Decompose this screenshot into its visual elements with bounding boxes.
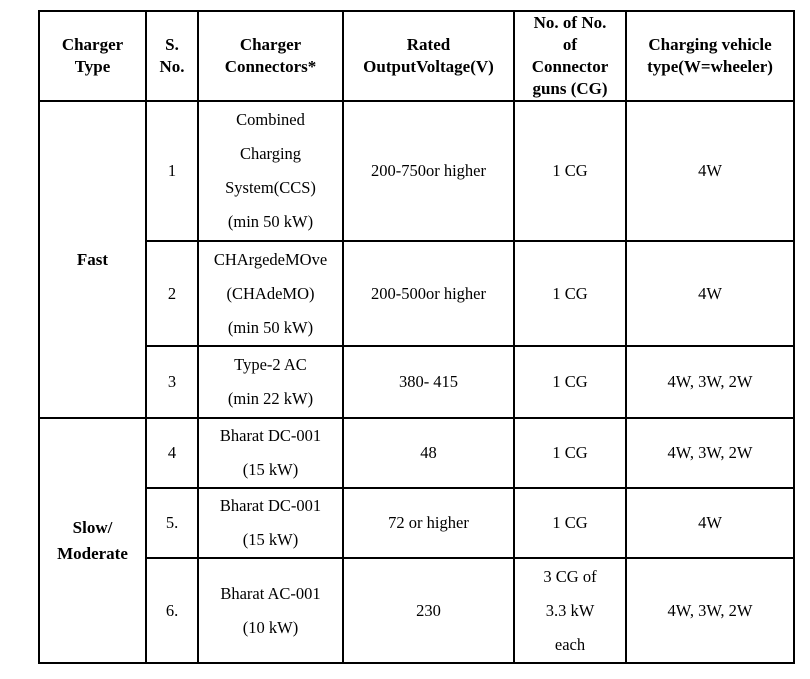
cell-connector-2: CHArgedeMOve (CHAdeMO) (min 50 kW) (197, 240, 344, 348)
table-row-2: 2 CHArgedeMOve (CHAdeMO) (min 50 kW) 200… (39, 240, 795, 348)
group-cell-fast: Fast (38, 100, 147, 420)
header-charger-connectors: Charger Connectors* (197, 9, 344, 103)
cell-guns-4: 1 CG (513, 417, 627, 490)
cell-vehicle-4: 4W, 3W, 2W (625, 417, 795, 490)
cell-guns-2: 1 CG (513, 240, 627, 348)
header-rated-output-voltage: Rated OutputVoltage(V) (342, 9, 515, 103)
cell-guns-6: 3 CG of 3.3 kW each (513, 557, 627, 665)
cell-vehicle-5: 4W (625, 487, 795, 560)
header-s-no: S. No. (145, 9, 199, 103)
cell-connector-3: Type-2 AC (min 22 kW) (197, 345, 344, 420)
header-connector-guns: No. of No. of Connector guns (CG) (513, 9, 627, 103)
cell-vehicle-1: 4W (625, 100, 795, 243)
cell-sno-6: 6. (145, 557, 199, 665)
header-charging-vehicle-type: Charging vehicle type(W=wheeler) (625, 9, 795, 103)
cell-voltage-3: 380- 415 (342, 345, 515, 420)
cell-guns-3: 1 CG (513, 345, 627, 420)
cell-connector-5: Bharat DC-001 (15 kW) (197, 487, 344, 560)
cell-vehicle-3: 4W, 3W, 2W (625, 345, 795, 420)
charger-specs-table: Charger Type S. No. Charger Connectors* … (38, 9, 795, 665)
cell-sno-1: 1 (145, 100, 199, 243)
header-charger-type: Charger Type (38, 9, 147, 103)
cell-voltage-2: 200-500or higher (342, 240, 515, 348)
cell-voltage-6: 230 (342, 557, 515, 665)
cell-connector-4: Bharat DC-001 (15 kW) (197, 417, 344, 490)
cell-connector-6: Bharat AC-001 (10 kW) (197, 557, 344, 665)
table-row-5: 5. Bharat DC-001 (15 kW) 72 or higher 1 … (39, 487, 795, 560)
group-cell-slow-moderate: Slow/ Moderate (38, 417, 147, 665)
cell-voltage-1: 200-750or higher (342, 100, 515, 243)
cell-guns-1: 1 CG (513, 100, 627, 243)
table-row-1: Fast 1 Combined Charging System(CCS) (mi… (38, 100, 795, 420)
cell-vehicle-2: 4W (625, 240, 795, 348)
cell-sno-3: 3 (145, 345, 199, 420)
cell-vehicle-6: 4W, 3W, 2W (625, 557, 795, 665)
table-row-6: 6. Bharat AC-001 (10 kW) 230 3 CG of 3.3… (39, 557, 795, 665)
cell-sno-2: 2 (145, 240, 199, 348)
table-row-4: Slow/ Moderate 4 Bharat DC-001 (15 kW) 4… (38, 417, 795, 665)
cell-sno-5: 5. (145, 487, 199, 560)
cell-voltage-4: 48 (342, 417, 515, 490)
table-row-3: 3 Type-2 AC (min 22 kW) 380- 415 1 CG 4W… (39, 345, 795, 420)
cell-voltage-5: 72 or higher (342, 487, 515, 560)
cell-sno-4: 4 (145, 417, 199, 490)
cell-connector-1: Combined Charging System(CCS) (min 50 kW… (197, 100, 344, 243)
header-row: Charger Type S. No. Charger Connectors* … (38, 9, 795, 103)
cell-guns-5: 1 CG (513, 487, 627, 560)
